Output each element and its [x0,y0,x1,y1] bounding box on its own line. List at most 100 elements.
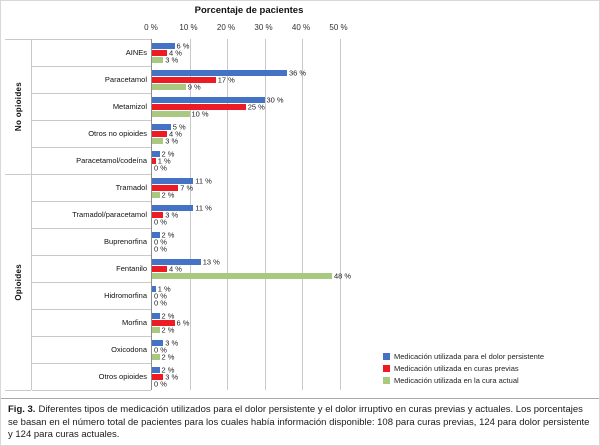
bar-line: 4 % [152,49,559,56]
legend-label: Medicación utilizada en curas previas [394,364,519,373]
category-label: Paracetamol [32,67,151,94]
bar-value-label: 3 % [165,372,179,382]
bar-row: 5 % 4 % 3 % [152,120,559,147]
bar-line: 0 % [152,345,559,355]
bar-line: 0 % [152,163,559,173]
bar-value-label: 2 % [161,325,175,335]
bar-line: 6 % [152,318,559,328]
group-label: Opioides [13,264,23,301]
gridline [302,39,303,390]
bar-row: 11 % 7 % 2 % [152,174,559,201]
bar-value-label: 1 % [157,284,171,294]
bar [152,111,190,117]
gridline [189,39,191,390]
category-label-column: AINEs Paracetamol Metamizol Otros no opioid… [31,39,151,391]
bar [152,192,160,198]
bar-value-label: 6 % [176,318,190,328]
bar [152,104,246,110]
bar-value-label: 0 % [154,244,167,254]
bar-line: 0 % [152,299,559,306]
category-label: Otros opioides [32,364,151,391]
bar-value-label: 5 % [172,122,186,132]
bar-row: 36 % 17 % 9 % [152,66,559,93]
bar [152,367,160,373]
bar-line: 3 % [152,137,559,144]
bar-line: 0 % [152,244,559,254]
bar-line: 2 % [152,191,559,198]
x-tick-label: 50 % [329,23,348,32]
bar-value-label: 11 % [195,176,212,186]
x-tick-label: 40 % [291,23,311,32]
group-label: No opioides [13,82,23,132]
bar-line: 0 % [152,218,559,225]
bar [152,158,156,164]
bar-line: 2 % [152,352,559,362]
legend-swatch [383,365,390,372]
category-label: Paracetamol/codeína [32,148,151,175]
gridline [339,39,341,390]
category-label: Fentanilo [32,256,151,283]
bar-line: 13 % [152,257,559,267]
bar-line: 5 % [152,122,559,132]
bar [152,178,194,184]
bar-value-label: 13 % [202,257,220,267]
category-label: Metamizol [32,94,151,121]
bar-line: 4 % [152,264,559,274]
x-tick-label: 10 % [179,23,198,32]
bar-row: 30 % 25 % 10 % [152,93,559,120]
bar [152,57,164,63]
legend: Medicación utilizada para el dolor persi… [383,352,573,388]
bar [152,124,171,130]
bar-line: 3 % [152,372,559,382]
bar-value-label: 30 % [266,95,284,105]
bar-line: 3 % [152,338,559,348]
bar [152,43,175,49]
bar [152,97,265,103]
group-cell: Opioides [5,175,31,391]
legend-swatch [383,353,390,360]
x-tick-label: 0 % [144,23,158,32]
bar-row: 2 % 3 % 0 % [152,363,559,390]
bar-value-label: 2 % [161,149,175,159]
category-label: Otros no opioides [32,121,151,148]
bar [152,374,164,380]
bar-line: 30 % [152,95,559,105]
bar-value-label: 6 % [176,41,190,51]
bar-line: 6 % [152,41,559,51]
bar-row: 2 % 0 % 0 % [152,228,559,255]
bar-row: 13 % 4 % 48 % [152,255,559,282]
bar-line: 1 % [152,156,559,166]
bar-value-label: 0 % [154,345,167,355]
bar [152,273,332,279]
bar-line: 2 % [152,325,559,335]
bar [152,320,175,326]
bar-line: 17 % [152,75,559,85]
bar-value-label: 17 % [217,75,235,85]
bar-line: 2 % [152,231,559,238]
bar [152,212,164,218]
group-cell: No opioides [5,40,31,175]
legend-label: Medicación utilizada en la cura actual [394,376,519,385]
bar [152,259,201,265]
bar-row: 6 % 4 % 3 % [152,39,559,66]
x-tick-label: 30 % [254,23,273,32]
bar-row: 3 % 0 % 2 % [152,336,559,363]
bar-value-label: 2 % [161,311,175,321]
bar-line: 1 % [152,284,559,294]
legend-swatch [383,377,390,384]
bar-value-label: 4 % [169,264,182,274]
figure-caption: Fig. 3. Diferentes tipos de medicación ut… [1,398,599,445]
bar-row: 1 % 0 % 0 % [152,282,559,309]
chart-title: Porcentaje de pacientes [194,5,304,16]
bar [152,313,160,319]
bar-value-label: 1 % [157,156,171,166]
bar-value-label: 3 % [165,55,179,65]
bar-value-label: 0 % [154,163,167,173]
bar-value-label: 3 % [165,338,179,348]
bar-line: 2 % [152,366,559,373]
bar [152,327,160,333]
bar-value-label: 0 % [154,237,167,247]
bar-value-label: 2 % [161,352,175,362]
bar [152,266,167,272]
